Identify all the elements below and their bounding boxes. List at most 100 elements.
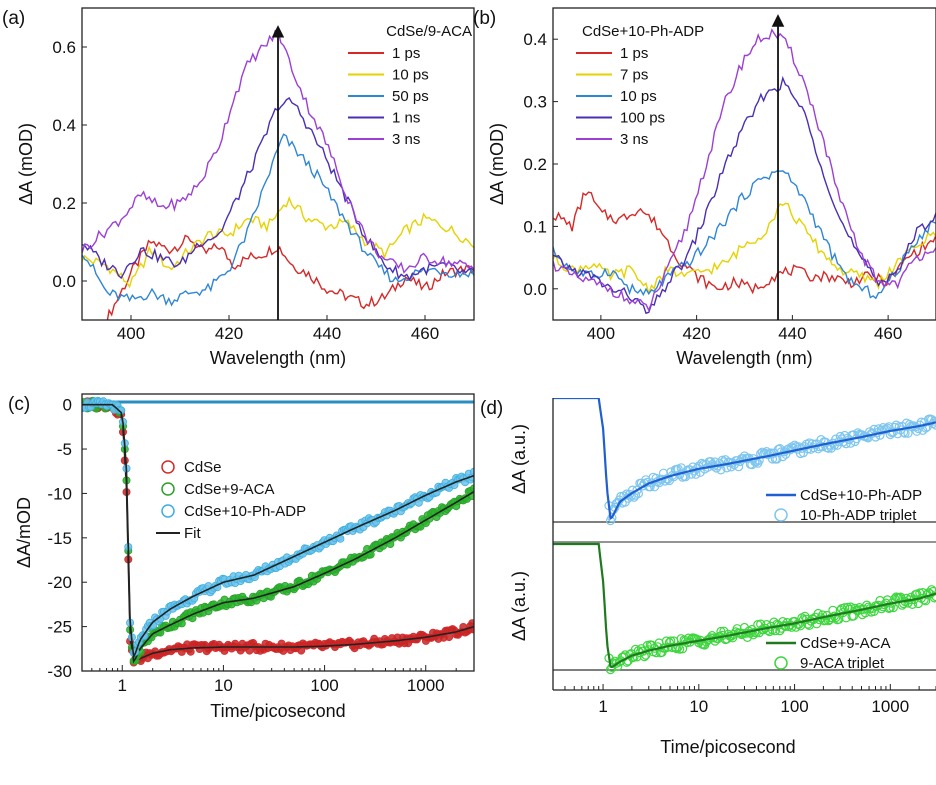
panel-label: (a): [2, 8, 25, 29]
series-line: [553, 28, 936, 312]
legend: CdSe/9-ACA 1 ps 10 ps 50 ps 1 ns 3 ns: [348, 23, 472, 148]
data-point: [816, 435, 826, 445]
legend-entry: 3 ns: [620, 131, 648, 148]
panel-label: (c): [8, 394, 30, 415]
legend-title: CdSe+10-Ph-ADP: [582, 23, 704, 40]
y-tick-label: -25: [47, 618, 72, 637]
legend-entry: CdSe+10-Ph-ADP: [184, 503, 306, 520]
panel-a: 400 420 440 460 0.0 0.2 0.4 0.6 Wavelength (nm) Δ…: [2, 7, 475, 368]
x-axis-title: Time/picosecond: [210, 701, 345, 721]
x-tick-label: 10: [214, 676, 233, 695]
x-tick-label: 1000: [407, 676, 445, 695]
legend-marker: [161, 504, 175, 518]
y-tick-label: 0.2: [523, 155, 547, 174]
data-point: [931, 592, 936, 602]
y-axis-title: ΔA (mOD): [487, 123, 507, 205]
y-tick-label: 0.3: [523, 93, 547, 112]
series-markers: [604, 585, 936, 675]
y-tick-label: 0.4: [523, 30, 547, 49]
panel-label: (d): [480, 398, 503, 419]
y-tick-label: 0: [63, 396, 72, 415]
x-tick-label: 440: [313, 324, 341, 343]
legend-entry: 1 ns: [392, 110, 420, 127]
x-tick-label: 400: [117, 324, 145, 343]
fit-line: [82, 403, 474, 664]
data-point: [711, 463, 722, 473]
legend-entry: CdSe+10-Ph-ADP: [800, 487, 922, 504]
x-tick-label: 10: [689, 697, 708, 716]
y-tick-label: -20: [47, 573, 72, 592]
legend-marker: [774, 656, 788, 670]
subpanel-plot: [553, 541, 936, 675]
x-axis-title: Time/picosecond: [660, 737, 795, 757]
data-point: [919, 595, 929, 605]
legend-entry: 100 ps: [620, 110, 665, 127]
legend-marker: [774, 508, 788, 522]
data-point: [840, 603, 850, 613]
data-point: [719, 457, 729, 467]
legend-entry: CdSe+9-ACA: [800, 635, 890, 652]
data-point: [673, 642, 683, 652]
data-point: [931, 420, 936, 430]
y-tick-label: -5: [57, 440, 72, 459]
y-axis-title: ΔA (a.u.): [509, 424, 529, 494]
series-markers: [604, 414, 936, 526]
kinetics-plot: [82, 396, 474, 667]
y-tick-label: -30: [47, 662, 72, 681]
panel-label: (b): [473, 8, 496, 29]
data-point: [677, 644, 688, 654]
legend: CdSe CdSe+9-ACA CdSe+10-Ph-ADP Fit: [156, 459, 306, 542]
data-point: [929, 416, 936, 426]
x-axis-title: Wavelength (nm): [210, 348, 346, 368]
subpanel-plot: [553, 398, 936, 526]
series-line: [553, 170, 936, 300]
x-tick-label: 1000: [871, 697, 909, 716]
x-tick-label: 100: [310, 676, 338, 695]
series-line: [106, 234, 474, 320]
y-tick-label: -15: [47, 529, 72, 548]
y-tick-label: 0.2: [52, 194, 76, 213]
legend-entry: CdSe+9-ACA: [184, 481, 274, 498]
legend: CdSe+9-ACA 9-ACA triplet: [766, 635, 890, 672]
x-tick-label: 100: [780, 697, 808, 716]
y-tick-label: -10: [47, 484, 72, 503]
fit-line: [82, 403, 474, 663]
data-point: [468, 619, 474, 628]
y-tick-label: 0.6: [52, 38, 76, 57]
data-point: [754, 455, 764, 465]
y-tick-label: 0.4: [52, 116, 76, 135]
legend-marker: [161, 460, 175, 474]
legend-entry: CdSe: [184, 459, 222, 476]
series-line: [553, 75, 936, 315]
x-tick-label: 440: [778, 324, 806, 343]
legend-entry: 7 ps: [620, 67, 648, 84]
data-point: [817, 610, 828, 620]
plot-frame: [81, 393, 475, 672]
x-tick-label: 1: [118, 676, 127, 695]
y-tick-label: 0.1: [523, 217, 547, 236]
y-axis-title: ΔA/mOD: [14, 497, 34, 568]
legend-entry: 9-ACA triplet: [800, 655, 885, 672]
legend-entry: 1 ps: [620, 45, 648, 62]
fit-line: [553, 398, 936, 521]
data-point: [850, 603, 860, 613]
data-point: [766, 448, 776, 458]
series-markers: [82, 396, 474, 665]
x-tick-label: 420: [215, 324, 243, 343]
panel-b: 400 420 440 460 0.0 0.1 0.2 0.3 0.4 Wavelength (n…: [473, 7, 936, 368]
y-tick-label: 0.0: [52, 272, 76, 291]
data-point: [186, 647, 195, 656]
series-line: [553, 202, 936, 296]
x-tick-label: 1: [598, 697, 607, 716]
series-line: [553, 191, 936, 295]
legend-entry: 10 ps: [392, 67, 429, 84]
x-tick-label: 460: [411, 324, 439, 343]
legend-entry: 1 ps: [392, 45, 420, 62]
legend-entry: 3 ns: [392, 131, 420, 148]
y-axis-title: ΔA (mOD): [16, 123, 36, 205]
spectra-lines: [553, 28, 936, 315]
legend-entry: 10 ps: [620, 88, 657, 105]
y-axis-title: ΔA (a.u.): [509, 571, 529, 641]
fit-line: [553, 542, 936, 669]
